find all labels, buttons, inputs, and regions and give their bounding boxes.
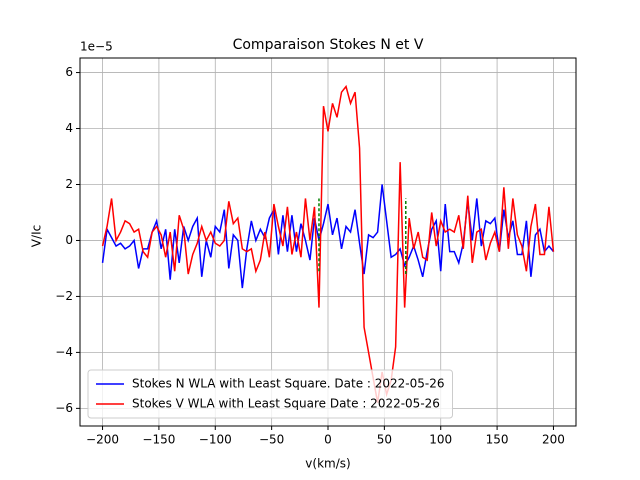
y-tick-label: −2: [55, 289, 73, 303]
series-line: [101, 184, 555, 289]
x-axis-label: v(km/s): [305, 457, 350, 471]
x-tick-label: −50: [259, 433, 284, 447]
y-tick-label: 6: [65, 65, 73, 79]
legend-label: Stokes N WLA with Least Square. Date : 2…: [132, 377, 445, 391]
y-offset-label: 1e−5: [80, 40, 113, 54]
plot-frame: [79, 57, 577, 427]
y-tick-label: −6: [55, 401, 73, 415]
legend: Stokes N WLA with Least Square. Date : 2…: [87, 369, 453, 419]
x-tick-label: 200: [542, 433, 565, 447]
x-tick-label: −150: [142, 433, 175, 447]
y-tick-label: −4: [55, 345, 73, 359]
x-tick-label: 50: [377, 433, 392, 447]
x-tick-label: −200: [86, 433, 119, 447]
x-tick-label: 150: [486, 433, 509, 447]
x-tick-label: 0: [324, 433, 332, 447]
series-line: [101, 84, 555, 403]
y-axis-label: V/Ic: [30, 225, 44, 247]
y-tick-label: 2: [65, 177, 73, 191]
x-tick-label: 100: [429, 433, 452, 447]
legend-box: [87, 369, 453, 419]
chart-title: Comparaison Stokes N et V: [233, 37, 424, 53]
y-tick-label: 4: [65, 121, 73, 135]
y-tick-label: 0: [65, 233, 73, 247]
x-tick-label: −100: [199, 433, 232, 447]
legend-label: Stokes V WLA with Least Square Date : 20…: [132, 397, 440, 411]
